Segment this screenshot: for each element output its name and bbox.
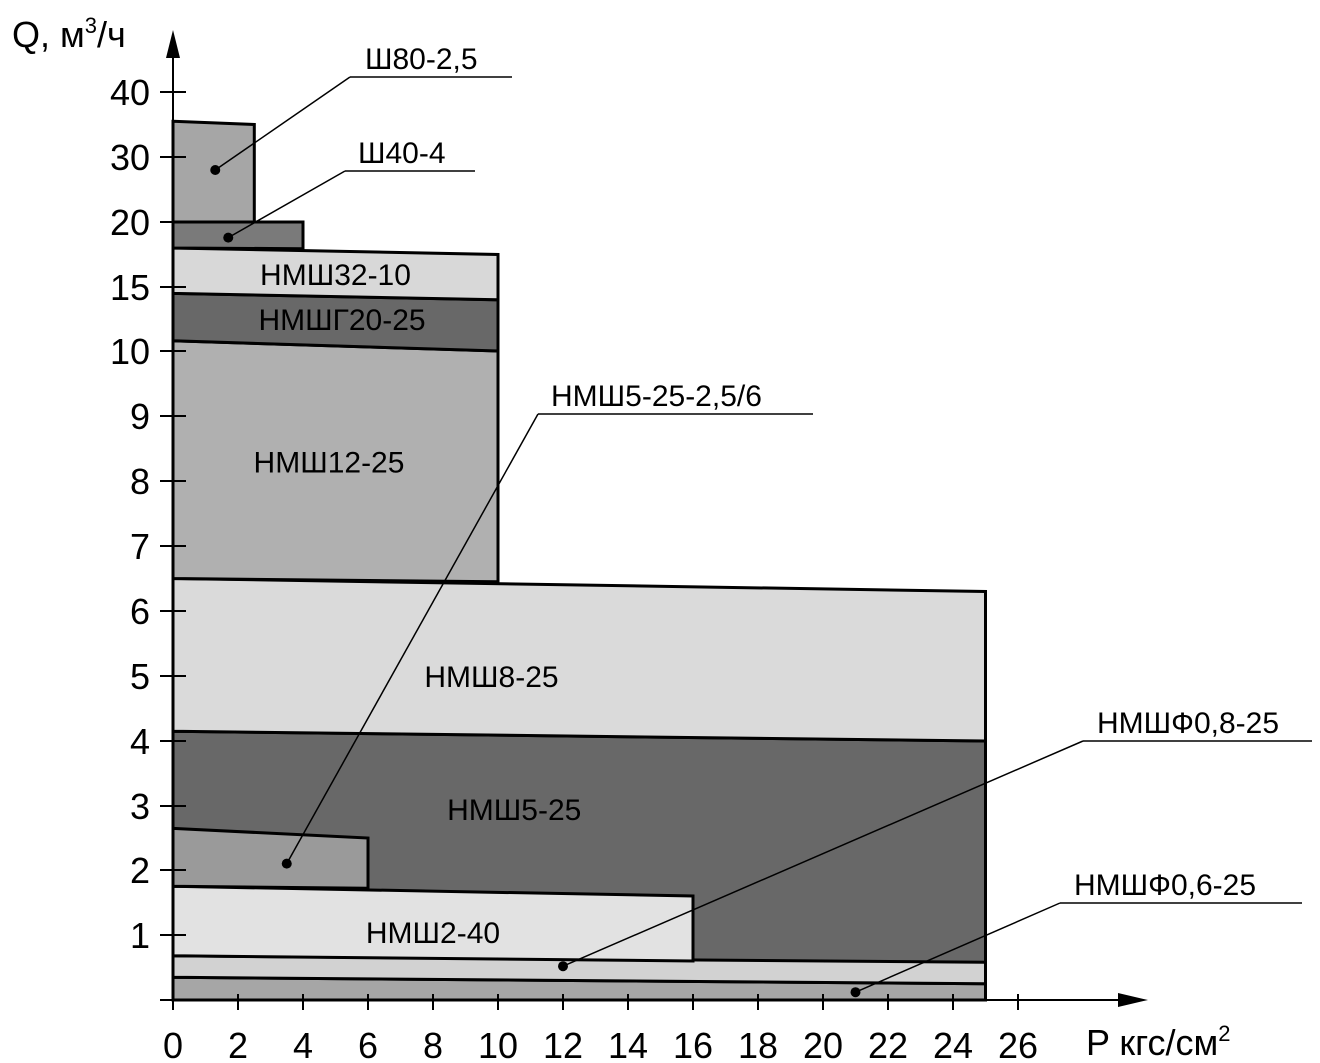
region-label-нмшг20-25: НМШГ20-25 <box>258 304 425 337</box>
x-tick-label: 22 <box>868 1025 908 1063</box>
callout-label-ш80-2-5: Ш80-2,5 <box>365 43 478 76</box>
callout-dot <box>850 987 861 998</box>
x-tick-label: 12 <box>543 1025 583 1063</box>
callout-label-ш40-4: Ш40-4 <box>358 137 446 170</box>
x-axis-arrow <box>1118 993 1148 1007</box>
x-tick-label: 2 <box>228 1025 248 1063</box>
x-tick-label: 16 <box>673 1025 713 1063</box>
y-axis-title-main: Q, м <box>12 14 85 55</box>
callout-leader <box>227 170 346 239</box>
callout-leader <box>855 902 1061 993</box>
region-label-нмш5-25: НМШ5-25 <box>447 794 581 827</box>
x-axis-title-main: P кгс/см <box>1086 1022 1218 1063</box>
y-tick-label: 8 <box>130 461 150 502</box>
y-axis-arrow <box>166 30 180 58</box>
y-tick-label: 2 <box>130 850 150 891</box>
y-tick-label: 7 <box>130 526 150 567</box>
callout-leader <box>286 413 539 864</box>
y-axis-title: Q, м3/ч <box>12 13 126 55</box>
x-tick-label: 0 <box>163 1025 183 1063</box>
x-tick-label: 6 <box>358 1025 378 1063</box>
callout-dot <box>281 858 292 869</box>
region-ш40-4 <box>171 220 305 251</box>
y-tick-label: 4 <box>130 721 150 762</box>
region-label-нмш12-25: НМШ12-25 <box>254 447 405 480</box>
callouts-layer: Ш80-2,5 Ш40-4 НМШ5-25-2,5/6 НМШФ0,8-25 НМШФ0… <box>210 43 1312 998</box>
y-tick-label: 9 <box>130 396 150 437</box>
x-tick-label: 4 <box>293 1025 313 1063</box>
y-tick-label: 40 <box>110 72 150 113</box>
axes-layer <box>160 30 1148 1007</box>
region-нмш5-25-2-5-6 <box>171 826 370 890</box>
x-axis-title-sup: 2 <box>1218 1021 1230 1046</box>
y-tick-label: 30 <box>110 137 150 178</box>
y-axis-title-tail: /ч <box>97 14 126 55</box>
x-tick-label: 24 <box>933 1025 973 1063</box>
regions-layer: НМШ32-10 НМШГ20-25 НМШ12-25 НМШ8-25 НМШ5-25 Н… <box>171 119 987 1002</box>
region-label-нмш8-25: НМШ8-25 <box>424 661 558 694</box>
x-tick-label: 14 <box>608 1025 648 1063</box>
y-tick-label: 6 <box>130 591 150 632</box>
y-tick-label: 3 <box>130 786 150 827</box>
x-tick-label: 8 <box>423 1025 443 1063</box>
region-нмш8-25 <box>171 576 987 743</box>
x-tick-label: 20 <box>803 1025 843 1063</box>
callout-label-нмш5-25-2-5-6: НМШ5-25-2,5/6 <box>551 380 762 413</box>
x-tick-label: 26 <box>998 1025 1038 1063</box>
y-tick-label: 10 <box>110 331 150 372</box>
callout-label-нмшф0-8-25: НМШФ0,8-25 <box>1097 707 1279 740</box>
y-tick-label: 15 <box>110 267 150 308</box>
callout-dot <box>223 232 234 243</box>
callout-dot <box>210 165 221 175</box>
y-tick-label: 20 <box>110 202 150 243</box>
callout-leader <box>214 76 351 171</box>
callout-dot <box>558 961 568 972</box>
callout-label-нмшф0-6-25: НМШФ0,6-25 <box>1074 869 1256 902</box>
region-label-нмш2-40: НМШ2-40 <box>366 917 500 950</box>
y-axis-title-sup: 3 <box>85 13 97 38</box>
y-tick-label: 5 <box>130 656 150 697</box>
ticks-layer: 0 2 4 6 8 10 12 14 16 18 20 22 24 2612345678910152030… <box>110 72 1038 1063</box>
region-label-нмш32-10: НМШ32-10 <box>260 259 411 292</box>
x-tick-label: 18 <box>738 1025 778 1063</box>
x-tick-label: 10 <box>478 1025 518 1063</box>
y-tick-label: 1 <box>130 915 150 956</box>
callout-leader <box>562 740 1084 967</box>
x-axis-title: P кгс/см2 <box>1086 1021 1230 1063</box>
